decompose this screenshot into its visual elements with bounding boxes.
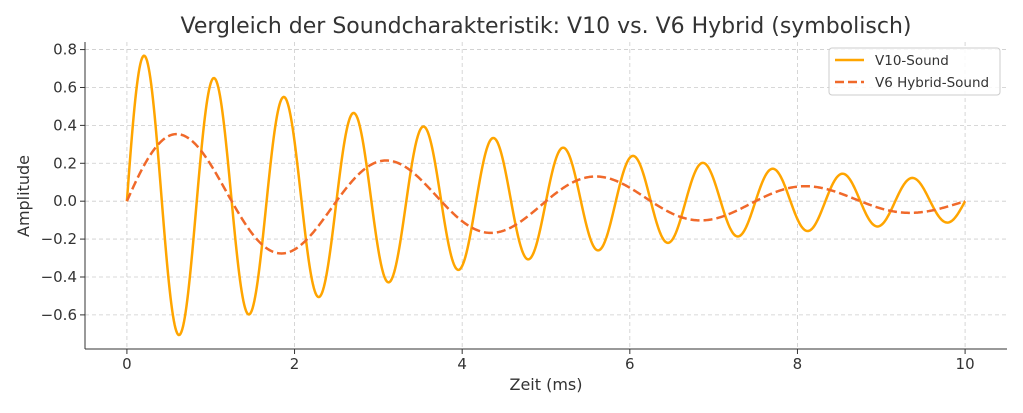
y-tick-label: 0.4 — [53, 116, 77, 134]
y-tick-label: 0.6 — [53, 78, 77, 96]
chart-title: Vergleich der Soundcharakteristik: V10 v… — [181, 14, 912, 39]
x-tick-label: 4 — [457, 355, 467, 373]
y-tick-label: −0.6 — [41, 306, 77, 324]
series-line-v10 — [125, 54, 967, 337]
x-tick-label: 0 — [122, 355, 132, 373]
y-tick-label: 0.8 — [53, 41, 77, 59]
legend-label-v6: V6 Hybrid-Sound — [875, 75, 989, 91]
series-group — [125, 54, 967, 337]
x-tick-label: 6 — [625, 355, 635, 373]
y-axis-label: Amplitude — [14, 155, 33, 237]
y-tick-label: −0.4 — [41, 268, 77, 286]
ticks: 0 2 4 6 8 10 −0.6 −0.4 −0.2 0.0 0.2 0.4 0.6 0.8 — [41, 41, 975, 373]
y-tick-label: 0.2 — [53, 154, 77, 172]
legend-box — [828, 47, 1001, 96]
axes — [84, 42, 1007, 350]
legend-label-v10: V10-Sound — [875, 53, 949, 69]
legend: V10-Sound V6 Hybrid-Sound — [828, 47, 1001, 96]
y-tick-label: −0.2 — [41, 230, 77, 248]
series-line-v6 — [125, 132, 966, 255]
x-tick-label: 10 — [956, 355, 975, 373]
y-tick-label: 0.0 — [53, 192, 77, 210]
x-tick-label: 8 — [793, 355, 803, 373]
x-tick-label: 2 — [290, 355, 300, 373]
x-axis-label: Zeit (ms) — [509, 375, 582, 394]
